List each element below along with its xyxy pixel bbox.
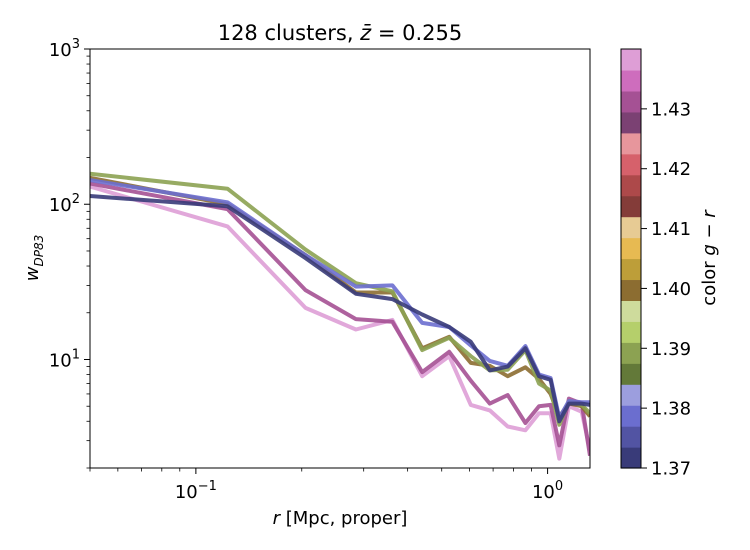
series-line-1	[90, 184, 590, 461]
colorbar-tick-label: 1.40	[651, 279, 691, 300]
colorbar	[621, 49, 641, 469]
colorbar-tick-label: 1.41	[651, 219, 691, 240]
y-tick-label-base: 10	[49, 195, 72, 216]
colorbar-segment	[621, 49, 641, 71]
x-axis-label-var: r	[273, 508, 282, 529]
colorbar-segment	[621, 342, 641, 364]
y-axis-label: wDP83	[22, 235, 46, 281]
series-line-4	[90, 171, 590, 427]
colorbar-segment	[621, 174, 641, 197]
colorbar-label-prefix: color	[699, 256, 720, 306]
y-tick-label-exp: 3	[72, 37, 80, 52]
colorbar-segment	[621, 237, 641, 260]
y-tick-label: 103	[49, 37, 80, 61]
title-var: z̄	[359, 21, 372, 45]
x-tick-label-base: 10	[532, 482, 555, 503]
colorbar-label: color g − r	[699, 209, 720, 306]
title-lead: 128 clusters,	[218, 21, 360, 45]
colorbar-label-var: g − r	[699, 209, 720, 256]
colorbar-segment	[621, 321, 641, 343]
chart-title: 128 clusters, z̄ = 0.255	[218, 21, 463, 45]
colorbar-segment	[621, 90, 641, 113]
colorbar-tick-label: 1.37	[651, 459, 691, 480]
colorbar-segment	[621, 216, 641, 239]
x-tick-label-exp: 0	[555, 479, 563, 494]
colorbar-tick-label: 1.38	[651, 399, 691, 420]
x-axis-label-rest: [Mpc, proper]	[280, 508, 407, 529]
x-tick-label-exp: −1	[198, 479, 217, 494]
colorbar-segment	[621, 153, 641, 176]
colorbar-segment	[621, 279, 641, 301]
colorbar-segment	[621, 132, 641, 155]
colorbar-segment	[621, 258, 641, 281]
colorbar-segment	[621, 405, 641, 427]
y-tick-label-base: 10	[49, 40, 72, 61]
colorbar-tick-label: 1.42	[651, 159, 691, 180]
series-line-2	[90, 181, 590, 457]
colorbar-frame	[620, 48, 642, 469]
colorbar-segment	[621, 195, 641, 218]
colorbar-segment	[621, 111, 641, 134]
y-axis-label-var: w	[22, 266, 43, 281]
x-tick-label-base: 10	[175, 482, 198, 503]
y-axis-label-sub: DP83	[32, 235, 46, 267]
colorbar-ticks: 1.37 1.38 1.39 1.40 1.41 1.42 1.43	[641, 99, 691, 480]
x-tick-label: 100	[532, 479, 563, 503]
series-line-3	[90, 175, 590, 419]
colorbar-segment	[621, 447, 641, 469]
x-tick-label: 10−1	[175, 479, 217, 503]
title-tail: = 0.255	[371, 21, 462, 45]
y-tick-label-base: 10	[49, 350, 72, 371]
series-line-6	[90, 194, 590, 424]
colorbar-segment	[621, 300, 641, 322]
y-tick-label-exp: 1	[72, 347, 80, 362]
series-layer	[90, 171, 590, 461]
plot-frame	[89, 48, 591, 469]
colorbar-tick-label: 1.43	[651, 99, 691, 120]
colorbar-segment	[621, 426, 641, 448]
colorbar-segment	[621, 363, 641, 385]
x-axis-label: r [Mpc, proper]	[273, 508, 408, 529]
series-line-5	[90, 178, 590, 420]
colorbar-segment	[621, 69, 641, 92]
y-tick-label-exp: 2	[72, 192, 80, 207]
colorbar-tick-label: 1.39	[651, 339, 691, 360]
colorbar-segment	[621, 384, 641, 406]
y-tick-label: 102	[49, 192, 80, 216]
y-tick-label: 101	[49, 347, 80, 371]
